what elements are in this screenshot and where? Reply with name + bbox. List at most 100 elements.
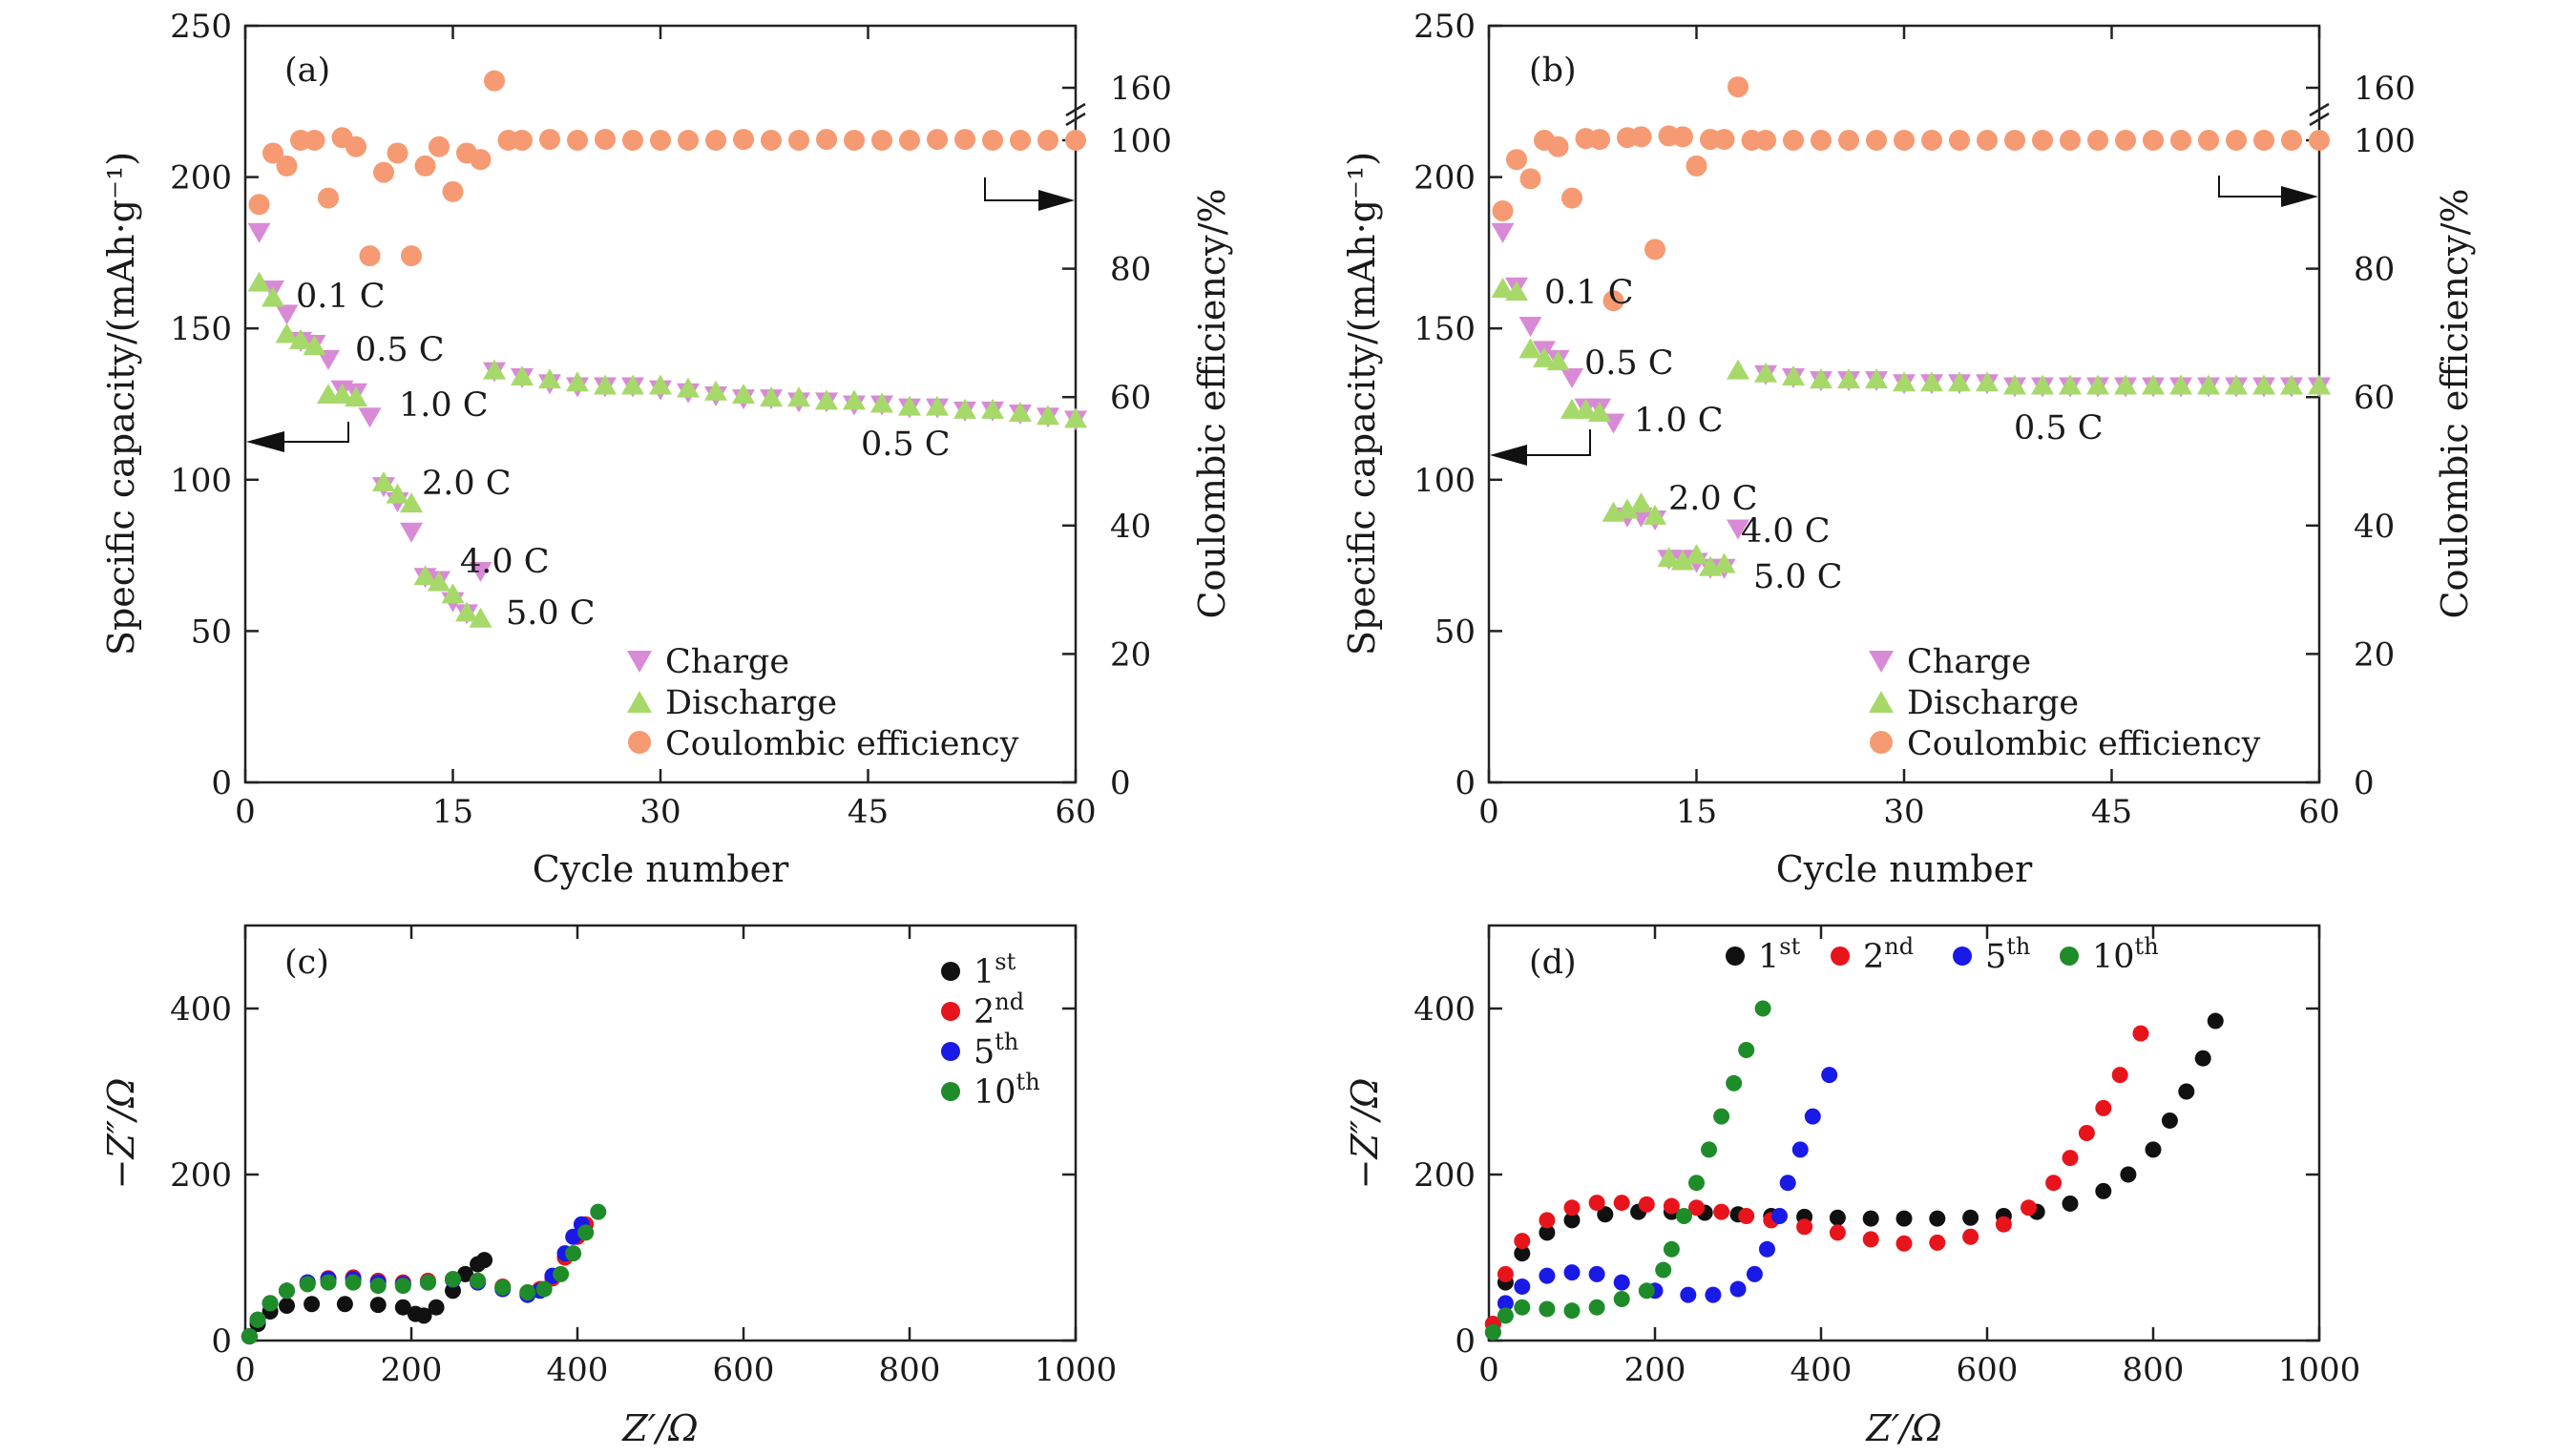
x-tick-label: 1000: [2278, 1351, 2361, 1389]
y2-axis-label: Coulombic efficiency/%: [2434, 188, 2476, 618]
y-tick-label: 0: [211, 764, 232, 802]
data-point: [428, 571, 450, 592]
data-point: [519, 1284, 536, 1301]
data-point: [2253, 130, 2274, 151]
data-point: [2143, 130, 2164, 151]
data-point: [843, 389, 866, 410]
data-point: [346, 135, 366, 157]
rate-label: 4.0 C: [460, 543, 550, 581]
axis-break: [1065, 112, 1086, 127]
data-point: [1675, 1208, 1692, 1224]
data-point: [2032, 130, 2053, 151]
data-point: [1929, 1234, 1946, 1251]
rate-label: 2.0 C: [1668, 480, 1758, 518]
data-point: [303, 335, 326, 356]
panel-a-capacity-chart: 0 15 30 45 60050100150200250020406080100160 …: [100, 8, 1233, 890]
data-point: [1949, 130, 1970, 151]
data-point: [2120, 1166, 2137, 1183]
data-point: [1976, 371, 1999, 392]
data-point: [469, 607, 492, 628]
x-axis-label: Z′/Ω: [1865, 1407, 1941, 1449]
data-point: [704, 380, 727, 401]
data-point: [1655, 1261, 1672, 1279]
axis-break: [2309, 112, 2330, 127]
data-point: [1539, 1212, 1556, 1229]
data-point: [275, 304, 299, 325]
data-point: [2207, 1012, 2224, 1030]
data-point: [1588, 402, 1611, 423]
data-point: [2197, 374, 2220, 395]
legend: 1st 2nd 5th 10th: [1726, 933, 2159, 976]
data-point: [1539, 1300, 1556, 1318]
data-point: [649, 374, 672, 395]
x-tick-label: 400: [547, 1351, 609, 1389]
legend-item-charge: Charge: [1869, 643, 2031, 681]
data-point: [954, 129, 975, 151]
data-point: [2059, 374, 2082, 395]
data-point: [1519, 168, 1541, 190]
y2-tick-label: 20: [2354, 635, 2395, 674]
data-point: [1616, 498, 1639, 519]
data-point: [1948, 371, 1971, 392]
data-point: [2115, 130, 2136, 151]
data-point: [590, 1203, 607, 1220]
legend-label: 2: [1863, 938, 1884, 976]
data-point: [511, 364, 534, 385]
data-point: [470, 1272, 487, 1289]
data-point: [2281, 130, 2302, 151]
data-point: [1962, 1228, 1979, 1245]
data-point: [1929, 1210, 1946, 1227]
panel-b-capacity-chart: 0 15 30 45 60050100150200250020406080100160 …: [1341, 8, 2476, 890]
x-tick-label: 600: [713, 1351, 775, 1389]
right-arrow-icon: [2281, 186, 2318, 207]
x-tick-label: 0: [235, 793, 256, 831]
rate-label: 1.0 C: [1634, 402, 1724, 440]
y2-tick-label: 100: [1110, 122, 1172, 160]
data-point: [1657, 547, 1681, 568]
legend-sup: th: [2135, 933, 2159, 960]
data-point: [512, 130, 533, 151]
y-tick-label: 0: [1455, 764, 1476, 802]
data-point: [538, 368, 561, 389]
data-point: [2194, 1050, 2211, 1067]
data-point: [1663, 1240, 1680, 1258]
y-tick-label: 250: [1414, 8, 1476, 46]
data-point: [415, 1307, 432, 1324]
data-point: [2198, 130, 2219, 151]
data-point: [1563, 1264, 1581, 1281]
data-point: [1862, 1231, 1879, 1248]
legend-item-discharge: Discharge: [627, 684, 837, 722]
data-point: [1977, 130, 1998, 151]
data-point: [535, 1280, 553, 1298]
data-point: [1629, 492, 1653, 513]
data-point: [1893, 371, 1916, 392]
data-point: [1712, 552, 1736, 573]
data-point: [387, 142, 408, 164]
data-point: [594, 374, 617, 395]
x-tick-label: 45: [848, 793, 889, 831]
data-point: [1613, 1291, 1630, 1307]
data-point: [1701, 1141, 1718, 1158]
data-point: [1746, 1265, 1763, 1282]
data-point: [1491, 277, 1515, 298]
data-point: [279, 1282, 295, 1300]
data-point: [2280, 374, 2303, 395]
y2-tick-label: 160: [2354, 70, 2416, 108]
data-point: [816, 129, 837, 151]
legend-label: Discharge: [665, 684, 837, 722]
legend: Charge Discharge Coulombic efficiency: [627, 643, 1019, 763]
y-tick-label: 400: [170, 990, 232, 1029]
data-point: [1563, 1199, 1581, 1217]
data-point: [1563, 1212, 1581, 1229]
legend-item-coulombic: Coulombic efficiency: [628, 725, 1019, 763]
data-point: [262, 142, 283, 164]
data-point: [1783, 130, 1804, 151]
data-point: [1791, 1141, 1809, 1158]
data-point: [1588, 1299, 1605, 1316]
y2-tick-label: 0: [2354, 764, 2375, 802]
data-point: [400, 492, 423, 513]
data-point: [400, 522, 423, 543]
data-point: [275, 322, 299, 343]
data-point: [413, 565, 437, 586]
